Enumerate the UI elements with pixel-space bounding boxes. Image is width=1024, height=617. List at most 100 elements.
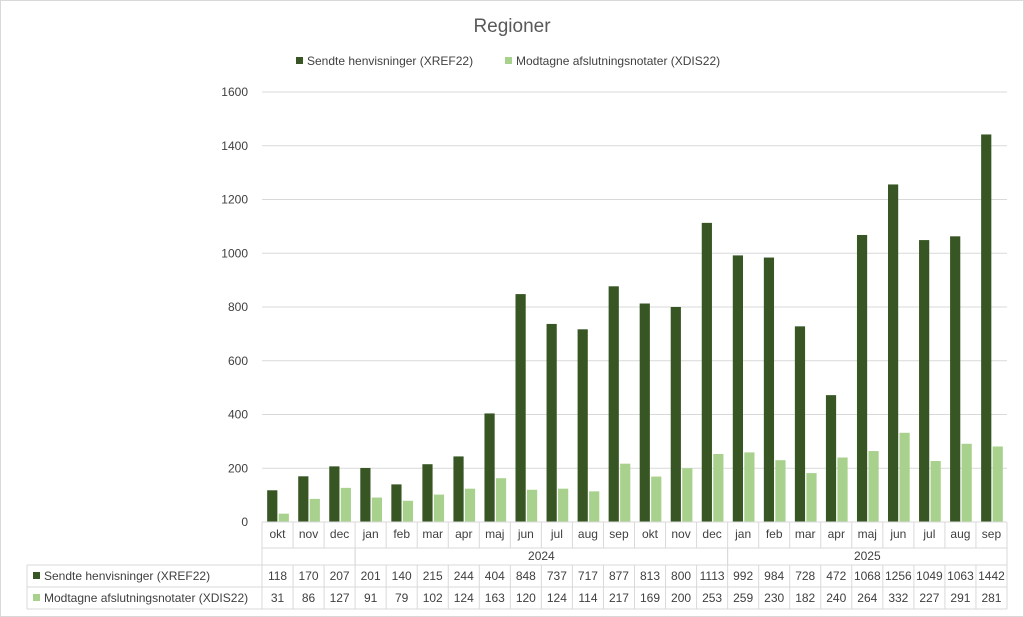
bar-sendte-19 bbox=[856, 234, 868, 522]
y-tick-label: 1600 bbox=[221, 85, 248, 99]
bar-modtagne-12 bbox=[651, 476, 662, 522]
table-cell-value: 1068 bbox=[854, 569, 881, 583]
table-cell-value: 717 bbox=[578, 569, 598, 583]
bar-modtagne-21 bbox=[930, 460, 941, 522]
x-category-label: sep bbox=[982, 527, 1002, 541]
x-category-label: apr bbox=[828, 527, 845, 541]
table-cell-value: 253 bbox=[702, 591, 722, 605]
bar-modtagne-17 bbox=[806, 473, 817, 522]
bar-sendte-12 bbox=[639, 303, 650, 522]
table-cell-value: 800 bbox=[671, 569, 691, 583]
table-cell-value: 737 bbox=[547, 569, 567, 583]
bar-sendte-20 bbox=[888, 184, 899, 522]
bar-sendte-16 bbox=[763, 257, 775, 522]
bar-sendte-23 bbox=[981, 134, 992, 522]
y-tick-label: 1000 bbox=[221, 246, 248, 260]
x-category-label: okt bbox=[642, 527, 659, 541]
table-cell-value: 291 bbox=[950, 591, 970, 605]
table-cell-value: 91 bbox=[364, 591, 378, 605]
bar-sendte-10 bbox=[577, 329, 588, 522]
x-category-label: aug bbox=[578, 527, 598, 541]
table-cell-value: 848 bbox=[516, 569, 536, 583]
table-cell-value: 728 bbox=[795, 569, 815, 583]
y-tick-label: 200 bbox=[228, 461, 248, 475]
table-cell-value: 813 bbox=[640, 569, 660, 583]
table-cell-value: 102 bbox=[423, 591, 443, 605]
x-category-label: jan bbox=[734, 527, 751, 541]
table-cell-value: 984 bbox=[764, 569, 784, 583]
table-cell-value: 264 bbox=[857, 591, 877, 605]
table-cell-value: 127 bbox=[330, 591, 350, 605]
table-cell-value: 992 bbox=[733, 569, 753, 583]
legend-label-0: Sendte henvisninger (XREF22) bbox=[307, 54, 473, 68]
x-year-label: 2024 bbox=[528, 549, 555, 563]
table-legend-key-0 bbox=[33, 572, 40, 579]
table-cell-value: 1256 bbox=[885, 569, 912, 583]
x-category-label: aug bbox=[950, 527, 970, 541]
y-tick-label: 1400 bbox=[221, 139, 248, 153]
legend-swatch-1 bbox=[505, 57, 512, 64]
table-cell-value: 244 bbox=[454, 569, 474, 583]
table-cell-value: 281 bbox=[981, 591, 1001, 605]
legend-label-1: Modtagne afslutningsnotater (XDIS22) bbox=[516, 54, 720, 68]
table-cell-value: 79 bbox=[395, 591, 409, 605]
y-tick-label: 800 bbox=[228, 300, 248, 314]
y-axis: 0 200 400 600 800 1000 1200 1400 1600 bbox=[221, 85, 248, 529]
y-tick-label: 1200 bbox=[221, 193, 248, 207]
bar-modtagne-20 bbox=[899, 432, 910, 522]
table-cell-value: 230 bbox=[764, 591, 784, 605]
bar-modtagne-6 bbox=[464, 488, 476, 522]
x-category-label: jun bbox=[889, 527, 906, 541]
bar-sendte-7 bbox=[484, 413, 495, 522]
table-cell-value: 259 bbox=[733, 591, 753, 605]
table-cell-value: 207 bbox=[330, 569, 350, 583]
bar-sendte-3 bbox=[360, 467, 371, 522]
bar-modtagne-8 bbox=[527, 489, 538, 522]
bar-sendte-13 bbox=[670, 307, 681, 522]
table-cell-value: 163 bbox=[485, 591, 505, 605]
table-series-name: Sendte henvisninger (XREF22) bbox=[44, 569, 210, 583]
table-cell-value: 877 bbox=[609, 569, 629, 583]
table-cell-value: 118 bbox=[268, 569, 287, 583]
bar-modtagne-13 bbox=[682, 468, 693, 522]
x-category-label: feb bbox=[766, 527, 783, 541]
table-series-name: Modtagne afslutningsnotater (XDIS22) bbox=[44, 591, 248, 605]
bar-sendte-15 bbox=[732, 255, 743, 522]
table-cell-value: 1063 bbox=[947, 569, 974, 583]
x-category-label: jul bbox=[550, 527, 563, 541]
bar-modtagne-0 bbox=[278, 513, 289, 522]
table-cell-value: 332 bbox=[888, 591, 908, 605]
bar-sendte-9 bbox=[546, 323, 557, 522]
bar-sendte-18 bbox=[825, 395, 837, 522]
table-cell-value: 114 bbox=[578, 591, 597, 605]
bar-modtagne-4 bbox=[402, 500, 414, 522]
x-category-label: okt bbox=[270, 527, 287, 541]
bar-sendte-2 bbox=[329, 466, 340, 522]
x-category-label: nov bbox=[299, 527, 318, 541]
bar-modtagne-19 bbox=[868, 451, 879, 522]
table-cell-value: 227 bbox=[919, 591, 939, 605]
bar-sendte-17 bbox=[794, 326, 806, 522]
table-cell-value: 201 bbox=[361, 569, 381, 583]
y-tick-label: 600 bbox=[228, 354, 248, 368]
table-cell-value: 124 bbox=[454, 591, 474, 605]
x-year-label: 2025 bbox=[854, 549, 881, 563]
x-category-label: mar bbox=[422, 527, 443, 541]
bar-modtagne-5 bbox=[433, 494, 445, 522]
bar-modtagne-2 bbox=[340, 487, 351, 522]
table-cell-value: 182 bbox=[795, 591, 815, 605]
bar-modtagne-23 bbox=[992, 446, 1003, 522]
table-cell-value: 120 bbox=[516, 591, 536, 605]
bar-modtagne-18 bbox=[837, 457, 848, 522]
x-category-label: jan bbox=[362, 527, 379, 541]
legend-swatch-0 bbox=[296, 57, 303, 64]
bar-modtagne-15 bbox=[744, 452, 755, 522]
y-tick-label: 0 bbox=[241, 515, 248, 529]
bar-sendte-21 bbox=[919, 240, 930, 523]
bar-modtagne-1 bbox=[309, 498, 320, 522]
x-category-label: jun bbox=[517, 527, 534, 541]
x-category-label: mar bbox=[795, 527, 816, 541]
x-category-label: dec bbox=[330, 527, 349, 541]
table-cell-value: 140 bbox=[392, 569, 412, 583]
